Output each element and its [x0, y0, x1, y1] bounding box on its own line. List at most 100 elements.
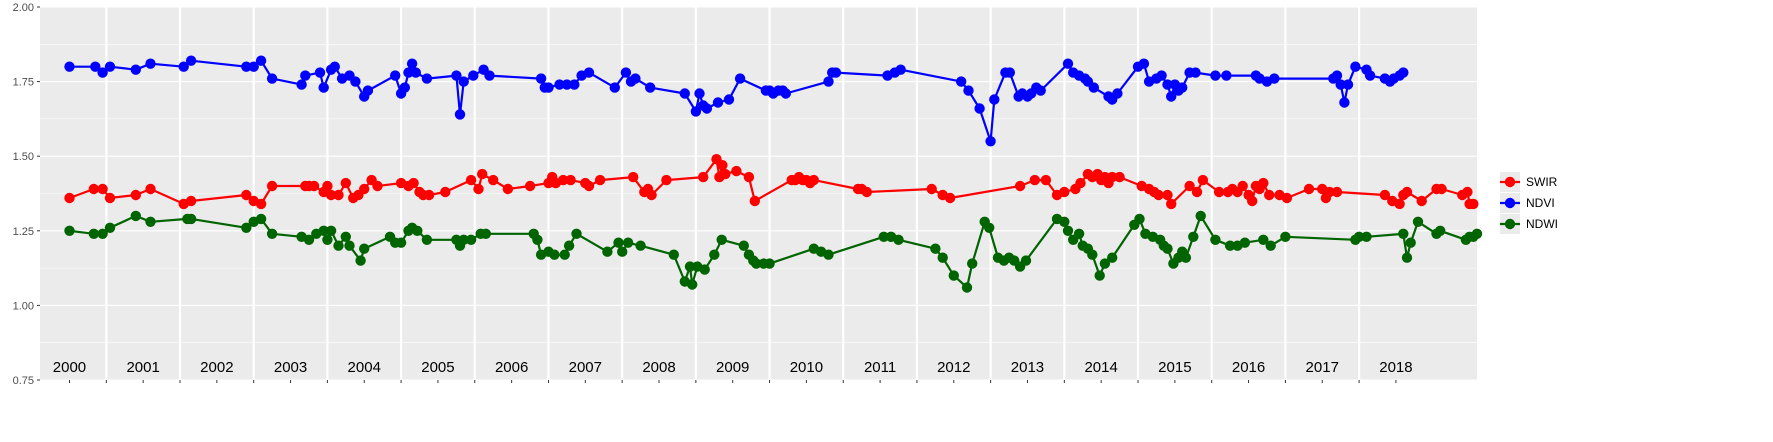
- ndwi-point: [622, 237, 634, 248]
- ndvi-point: [645, 82, 656, 93]
- series-layer: [64, 55, 1483, 293]
- ndwi-point: [1224, 240, 1236, 251]
- swir-point: [1331, 186, 1343, 198]
- legend-key-point: [1504, 176, 1516, 188]
- ndvi-point: [296, 79, 307, 90]
- ndvi-point: [985, 136, 996, 147]
- swir-point: [255, 198, 267, 210]
- ndwi-point: [1195, 210, 1206, 222]
- ndwi-point: [1210, 234, 1221, 245]
- ndvi-point: [266, 73, 278, 84]
- swir-point: [1075, 177, 1086, 189]
- year-label: 2000: [53, 359, 86, 376]
- ndvi-point: [178, 61, 189, 72]
- swir-point: [488, 174, 499, 186]
- ndvi-point: [690, 106, 702, 117]
- ndvi-point: [1004, 67, 1015, 78]
- ndwi-point: [617, 246, 628, 257]
- ndvi-point: [410, 67, 421, 78]
- swir-point: [1114, 171, 1125, 183]
- ndvi-point: [451, 70, 462, 81]
- swir-point: [241, 189, 252, 201]
- swir-point: [1059, 186, 1070, 198]
- series-ndvi: [64, 55, 1409, 147]
- ndwi-point: [1280, 231, 1291, 242]
- ndwi-point: [318, 225, 329, 236]
- ndwi-point: [395, 237, 407, 248]
- swir-point: [1436, 183, 1447, 195]
- ndwi-point: [88, 228, 100, 239]
- swir-point: [926, 183, 937, 195]
- ndwi-point: [325, 225, 337, 236]
- ndvi-point: [694, 88, 705, 99]
- ndvi-point: [350, 76, 361, 87]
- ndwi-point: [97, 228, 108, 239]
- ndwi-point: [571, 228, 582, 239]
- ndwi-point: [480, 228, 491, 239]
- legend: SWIR NDVI NDWI: [1500, 172, 1558, 234]
- ndwi-point: [1059, 216, 1070, 227]
- ndvi-point: [974, 103, 985, 114]
- ndwi-point: [1239, 237, 1251, 248]
- ndvi-point: [1342, 79, 1354, 90]
- year-label: 2002: [200, 359, 233, 376]
- ndvi-point: [569, 79, 580, 90]
- ndwi-point: [1258, 234, 1269, 245]
- ndwi-point: [1401, 252, 1413, 263]
- legend-label-ndwi: NDWI: [1526, 217, 1558, 231]
- ndwi-point: [532, 234, 543, 245]
- swir-point: [1468, 198, 1479, 210]
- swir-point: [145, 183, 156, 195]
- ndvi-point: [1331, 70, 1343, 81]
- year-label: 2010: [790, 359, 823, 376]
- swir-point: [1107, 171, 1118, 183]
- ndwi-point: [333, 240, 344, 251]
- year-label: 2004: [348, 359, 381, 376]
- ndwi-point: [185, 213, 197, 225]
- ndvi-point: [399, 82, 410, 93]
- swir-point: [698, 171, 709, 183]
- ndwi-point: [1412, 216, 1424, 227]
- year-label: 2016: [1232, 359, 1265, 376]
- ndvi-point: [1177, 82, 1188, 93]
- swir-point: [104, 192, 116, 204]
- ndwi-point: [355, 255, 366, 266]
- ndwi-point: [1062, 225, 1074, 236]
- ndwi-point: [458, 234, 469, 245]
- ndvi-point: [823, 76, 834, 87]
- year-label: 2001: [126, 359, 159, 376]
- swir-point: [861, 186, 872, 198]
- ndvi-point: [1088, 82, 1100, 93]
- year-labels: 2000 2001 2002 2003 2004 2005 2006 2007 2008 2009…: [53, 359, 1413, 376]
- ndvi-point: [830, 67, 842, 78]
- ndvi-point: [255, 55, 267, 66]
- ndwi-point: [1353, 231, 1365, 242]
- ndwi-point: [764, 258, 775, 269]
- ndvi-point: [318, 82, 329, 93]
- ndwi-point: [130, 210, 141, 222]
- ndwi-point: [1398, 228, 1409, 239]
- ndvi-point: [454, 109, 466, 120]
- swir-point: [1162, 189, 1173, 201]
- ndwi-point: [1134, 213, 1145, 225]
- ndwi-point: [340, 231, 351, 242]
- ndwi-point: [255, 213, 267, 225]
- swir-point: [185, 195, 197, 207]
- swir-point: [717, 160, 728, 171]
- ndwi-point: [1405, 237, 1416, 248]
- ndwi-point: [1435, 225, 1446, 236]
- swir-point: [1191, 186, 1203, 198]
- ndwi-point: [948, 270, 959, 281]
- legend-item-swir: SWIR: [1500, 172, 1558, 192]
- ndwi-point: [738, 240, 749, 251]
- ndvi-point: [895, 64, 906, 75]
- ndwi-point: [563, 240, 575, 251]
- ndvi-point: [421, 73, 433, 84]
- swir-point: [661, 174, 672, 186]
- swir-point: [1184, 180, 1195, 192]
- ndvi-point: [535, 73, 547, 84]
- year-label: 2003: [274, 359, 307, 376]
- year-label: 2015: [1158, 359, 1191, 376]
- ndwi-point: [322, 234, 333, 245]
- ndvi-point: [1210, 70, 1221, 81]
